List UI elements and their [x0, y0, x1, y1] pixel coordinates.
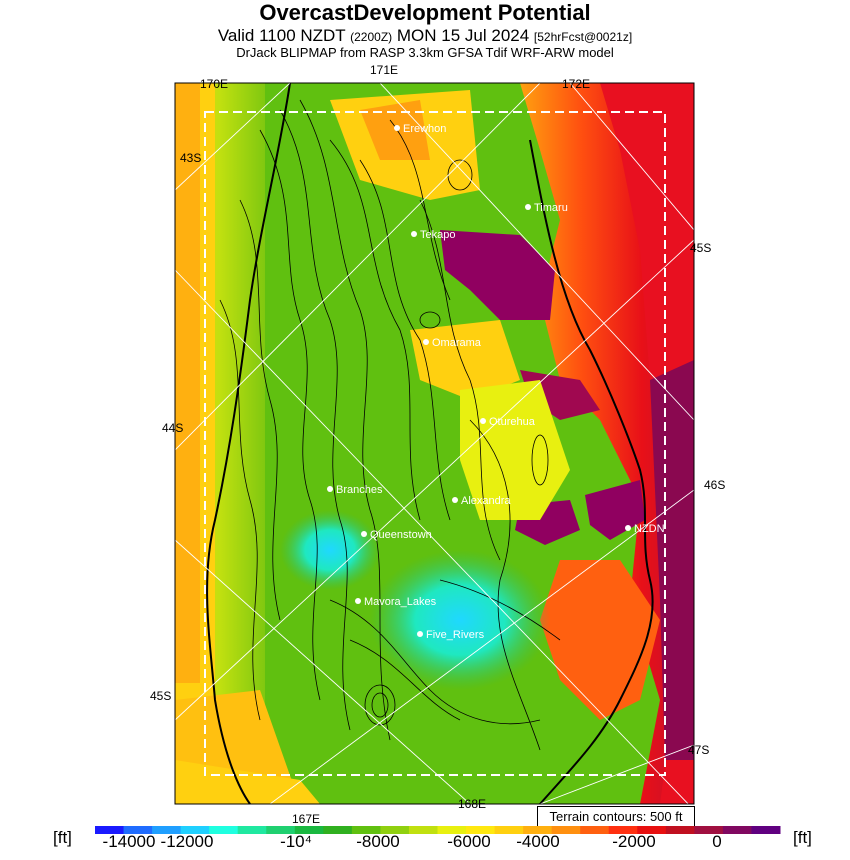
graticule [175, 83, 694, 804]
lon-label-167e: 167E [292, 812, 320, 826]
place-label-tekapo: Tekapo [420, 229, 455, 241]
colorbar-swatch [580, 826, 610, 834]
colorbar-swatch [266, 826, 296, 834]
place-dot-omarama [423, 339, 429, 345]
colorbar-swatch [665, 826, 695, 834]
model-line: DrJack BLIPMAP from RASP 3.3km GFSA Tdif… [236, 45, 614, 60]
color-field [175, 83, 694, 804]
colorbar-tick-label: -2000 [612, 832, 656, 851]
colorbar-swatch [551, 826, 581, 834]
domain-box [204, 111, 666, 776]
place-dot-tekapo [411, 231, 417, 237]
terrain-contour-note: Terrain contours: 500 ft [537, 806, 695, 827]
forecast-info: [52hrFcst@0021z] [533, 30, 633, 44]
colorbar-swatch [351, 826, 381, 834]
place-dot-erewhon [394, 125, 400, 131]
place-label-erewhon: Erewhon [403, 123, 446, 135]
colorbar-swatch [437, 826, 467, 834]
lat-label-47s: 47S [688, 743, 709, 757]
lat-label-44s: 44S [162, 421, 183, 435]
place-dot-alexandra [452, 497, 458, 503]
place-label-queenstown: Queenstown [370, 529, 432, 541]
colorbar-swatch [494, 826, 524, 834]
colorbar-unit-left: [ft] [53, 828, 72, 847]
colorbar-swatch [237, 826, 267, 834]
map-frame [174, 82, 695, 805]
valid-date: MON 15 Jul 2024 [396, 26, 530, 45]
lon-label-171e: 171E [370, 63, 398, 77]
place-label-omarama: Omarama [432, 337, 482, 349]
colorbar-swatch [294, 826, 324, 834]
colorbar-swatch [95, 826, 125, 834]
colorbar-swatch [694, 826, 724, 834]
place-label-alexandra: Alexandra [461, 495, 511, 507]
colorbar-swatch [380, 826, 410, 834]
colorbar-tick-label: -4000 [516, 832, 560, 851]
valid-time-line: Valid 1100 NZDT (2200Z) MON 15 Jul 2024 … [0, 26, 850, 46]
colorbar-swatch [123, 826, 153, 834]
lat-label-43s: 43S [180, 151, 201, 165]
lon-label-170e: 170E [200, 77, 228, 91]
east-coastline [529, 139, 654, 804]
place-dot-nzdn [625, 525, 631, 531]
lat-label-46s: 46S [704, 478, 725, 492]
place-label-timaru: Timaru [534, 202, 568, 214]
lat-label-45s-left: 45S [150, 689, 171, 703]
valid-utc: (2200Z) [350, 30, 393, 44]
colorbar-tick-label: -12000 [160, 832, 214, 851]
valid-prefix: Valid 1100 NZDT [217, 26, 346, 45]
terrain-contours [219, 99, 561, 751]
colorbar-swatch [408, 826, 438, 834]
place-markers: Erewhon Timaru Tekapo Omarama Oturehua Branch… [327, 123, 665, 641]
lon-label-168e: 168E [458, 797, 486, 811]
lat-label-45s-right: 45S [690, 241, 711, 255]
colorbar-swatch [751, 826, 781, 834]
colorbar-tick-label: -14000 [102, 832, 156, 851]
colorbar-swatch [180, 826, 210, 834]
lon-label-172e: 172E [562, 77, 590, 91]
colorbar-tick-label: -8000 [356, 832, 400, 851]
place-label-five-rivers: Five_Rivers [426, 629, 485, 641]
colorbar-swatch [637, 826, 667, 834]
colorbar-swatch [209, 826, 239, 834]
colorbar-tick-label: 0 [712, 832, 722, 851]
colorbar-tick-label: -6000 [447, 832, 491, 851]
colorbar-swatch [466, 826, 496, 834]
place-dot-timaru [525, 204, 531, 210]
place-dot-branches [327, 486, 333, 492]
place-label-oturehua: Oturehua [489, 416, 536, 428]
colorbar-swatch [722, 826, 752, 834]
map-title: OvercastDevelopment Potential [259, 0, 591, 25]
place-label-mavora-lakes: Mavora_Lakes [364, 596, 437, 608]
place-dot-five-rivers [417, 631, 423, 637]
colorbar-unit-right: [ft] [793, 828, 812, 847]
colorbar-tick-label: -10⁴ [280, 832, 312, 851]
place-label-branches: Branches [336, 484, 383, 496]
place-dot-queenstown [361, 531, 367, 537]
colorbar [95, 826, 781, 834]
place-dot-oturehua [480, 418, 486, 424]
place-label-nzdn: NZDN [634, 523, 665, 535]
colorbar-swatch [523, 826, 553, 834]
colorbar-swatch [152, 826, 182, 834]
place-dot-mavora-lakes [355, 598, 361, 604]
west-coastline [206, 83, 291, 804]
colorbar-swatch [608, 826, 638, 834]
colorbar-swatch [323, 826, 353, 834]
